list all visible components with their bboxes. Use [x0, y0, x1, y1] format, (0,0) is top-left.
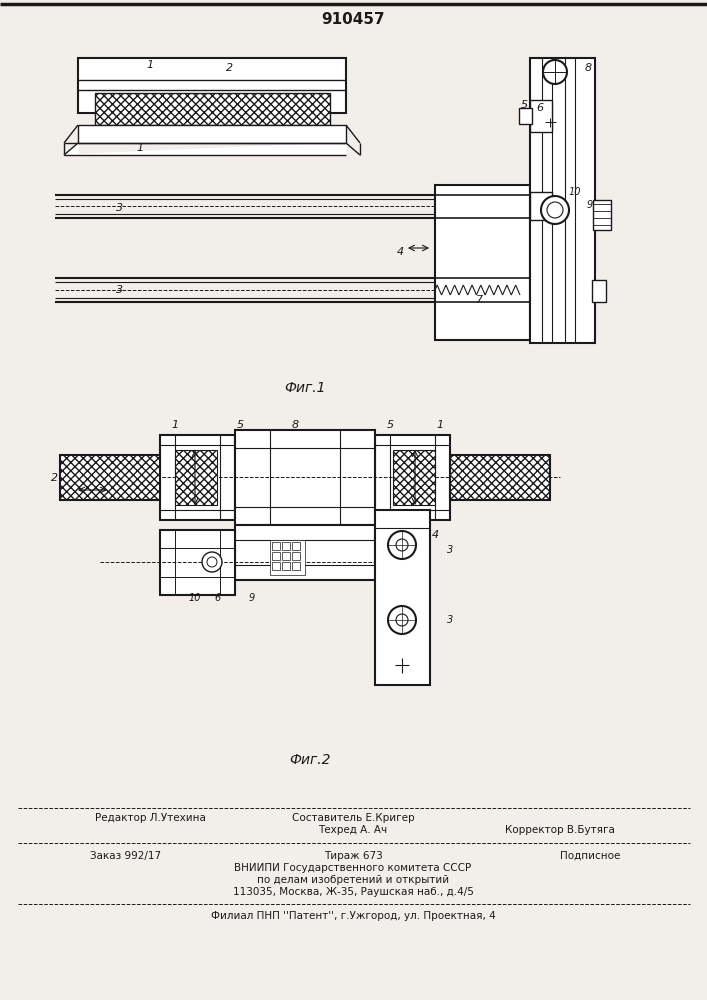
Text: 1: 1 [436, 420, 443, 430]
Text: 10: 10 [568, 187, 581, 197]
Bar [78, 58, 346, 113]
Bar [160, 530, 235, 595]
Text: Фиг.2: Фиг.2 [289, 753, 331, 767]
Text: Подписное: Подписное [560, 851, 620, 861]
Bar [450, 455, 550, 500]
Text: ВНИИПИ Государственного комитета СССР: ВНИИПИ Государственного комитета СССР [235, 863, 472, 873]
Circle shape [396, 539, 408, 551]
Bar [375, 510, 430, 685]
Bar [530, 58, 595, 343]
Bar [435, 185, 530, 340]
Text: Техред А. Ач: Техред А. Ач [318, 825, 387, 835]
Text: 1: 1 [136, 143, 144, 153]
Text: 910457: 910457 [321, 12, 385, 27]
Text: Тираж 673: Тираж 673 [324, 851, 382, 861]
Circle shape [202, 552, 222, 572]
Text: 1: 1 [146, 60, 153, 70]
Bar [235, 525, 375, 580]
Bar [375, 435, 450, 520]
Text: 3: 3 [117, 285, 124, 295]
Bar [292, 562, 300, 570]
Text: 6: 6 [215, 593, 221, 603]
Bar [292, 552, 300, 560]
Bar [160, 435, 235, 520]
Text: 4: 4 [431, 530, 438, 540]
Text: Редактор Л.Утехина: Редактор Л.Утехина [95, 813, 206, 823]
Bar [272, 552, 280, 560]
Bar [272, 562, 280, 570]
Circle shape [396, 614, 408, 626]
Text: 10: 10 [189, 593, 201, 603]
Text: 6: 6 [537, 103, 544, 113]
Text: 1: 1 [171, 420, 179, 430]
Text: 9: 9 [249, 593, 255, 603]
Text: 4: 4 [397, 247, 404, 257]
Circle shape [547, 202, 563, 218]
Text: Фиг.1: Фиг.1 [284, 381, 326, 395]
Bar [78, 125, 346, 143]
Bar [593, 200, 611, 230]
Text: 5: 5 [387, 420, 394, 430]
Polygon shape [64, 143, 346, 155]
Text: 113035, Москва, Ж-35, Раушская наб., д.4/5: 113035, Москва, Ж-35, Раушская наб., д.4… [233, 887, 474, 897]
Text: 3: 3 [447, 545, 453, 555]
Text: 5: 5 [236, 420, 244, 430]
Circle shape [388, 531, 416, 559]
Text: по делам изобретений и открытий: по делам изобретений и открытий [257, 875, 449, 885]
Text: Составитель Е.Кригер: Составитель Е.Кригер [292, 813, 414, 823]
Bar [272, 542, 280, 550]
Bar [592, 280, 606, 302]
Text: 9: 9 [587, 200, 593, 210]
Text: 2: 2 [52, 473, 59, 483]
Text: 2: 2 [226, 63, 233, 73]
Bar [519, 108, 532, 124]
Bar [282, 562, 290, 570]
Bar [530, 100, 552, 132]
Bar [270, 540, 305, 575]
Text: 5: 5 [520, 100, 527, 110]
Text: Заказ 992/17: Заказ 992/17 [90, 851, 161, 861]
Text: 7: 7 [477, 295, 484, 305]
Circle shape [207, 557, 217, 567]
Text: Филиал ПНП ''Патент'', г.Ужгород, ул. Проектная, 4: Филиал ПНП ''Патент'', г.Ужгород, ул. Пр… [211, 911, 496, 921]
Bar [60, 455, 160, 500]
Circle shape [541, 196, 569, 224]
Circle shape [388, 606, 416, 634]
Bar [393, 450, 435, 505]
Text: 3: 3 [447, 615, 453, 625]
Bar [282, 542, 290, 550]
Bar [292, 542, 300, 550]
Bar [175, 450, 217, 505]
Bar [235, 430, 375, 525]
Bar [530, 192, 552, 220]
Circle shape [543, 60, 567, 84]
Bar [95, 93, 330, 125]
Text: 3: 3 [117, 203, 124, 213]
Text: 8: 8 [291, 420, 298, 430]
Bar [282, 552, 290, 560]
Text: 8: 8 [585, 63, 592, 73]
Text: Корректор В.Бутяга: Корректор В.Бутяга [505, 825, 615, 835]
